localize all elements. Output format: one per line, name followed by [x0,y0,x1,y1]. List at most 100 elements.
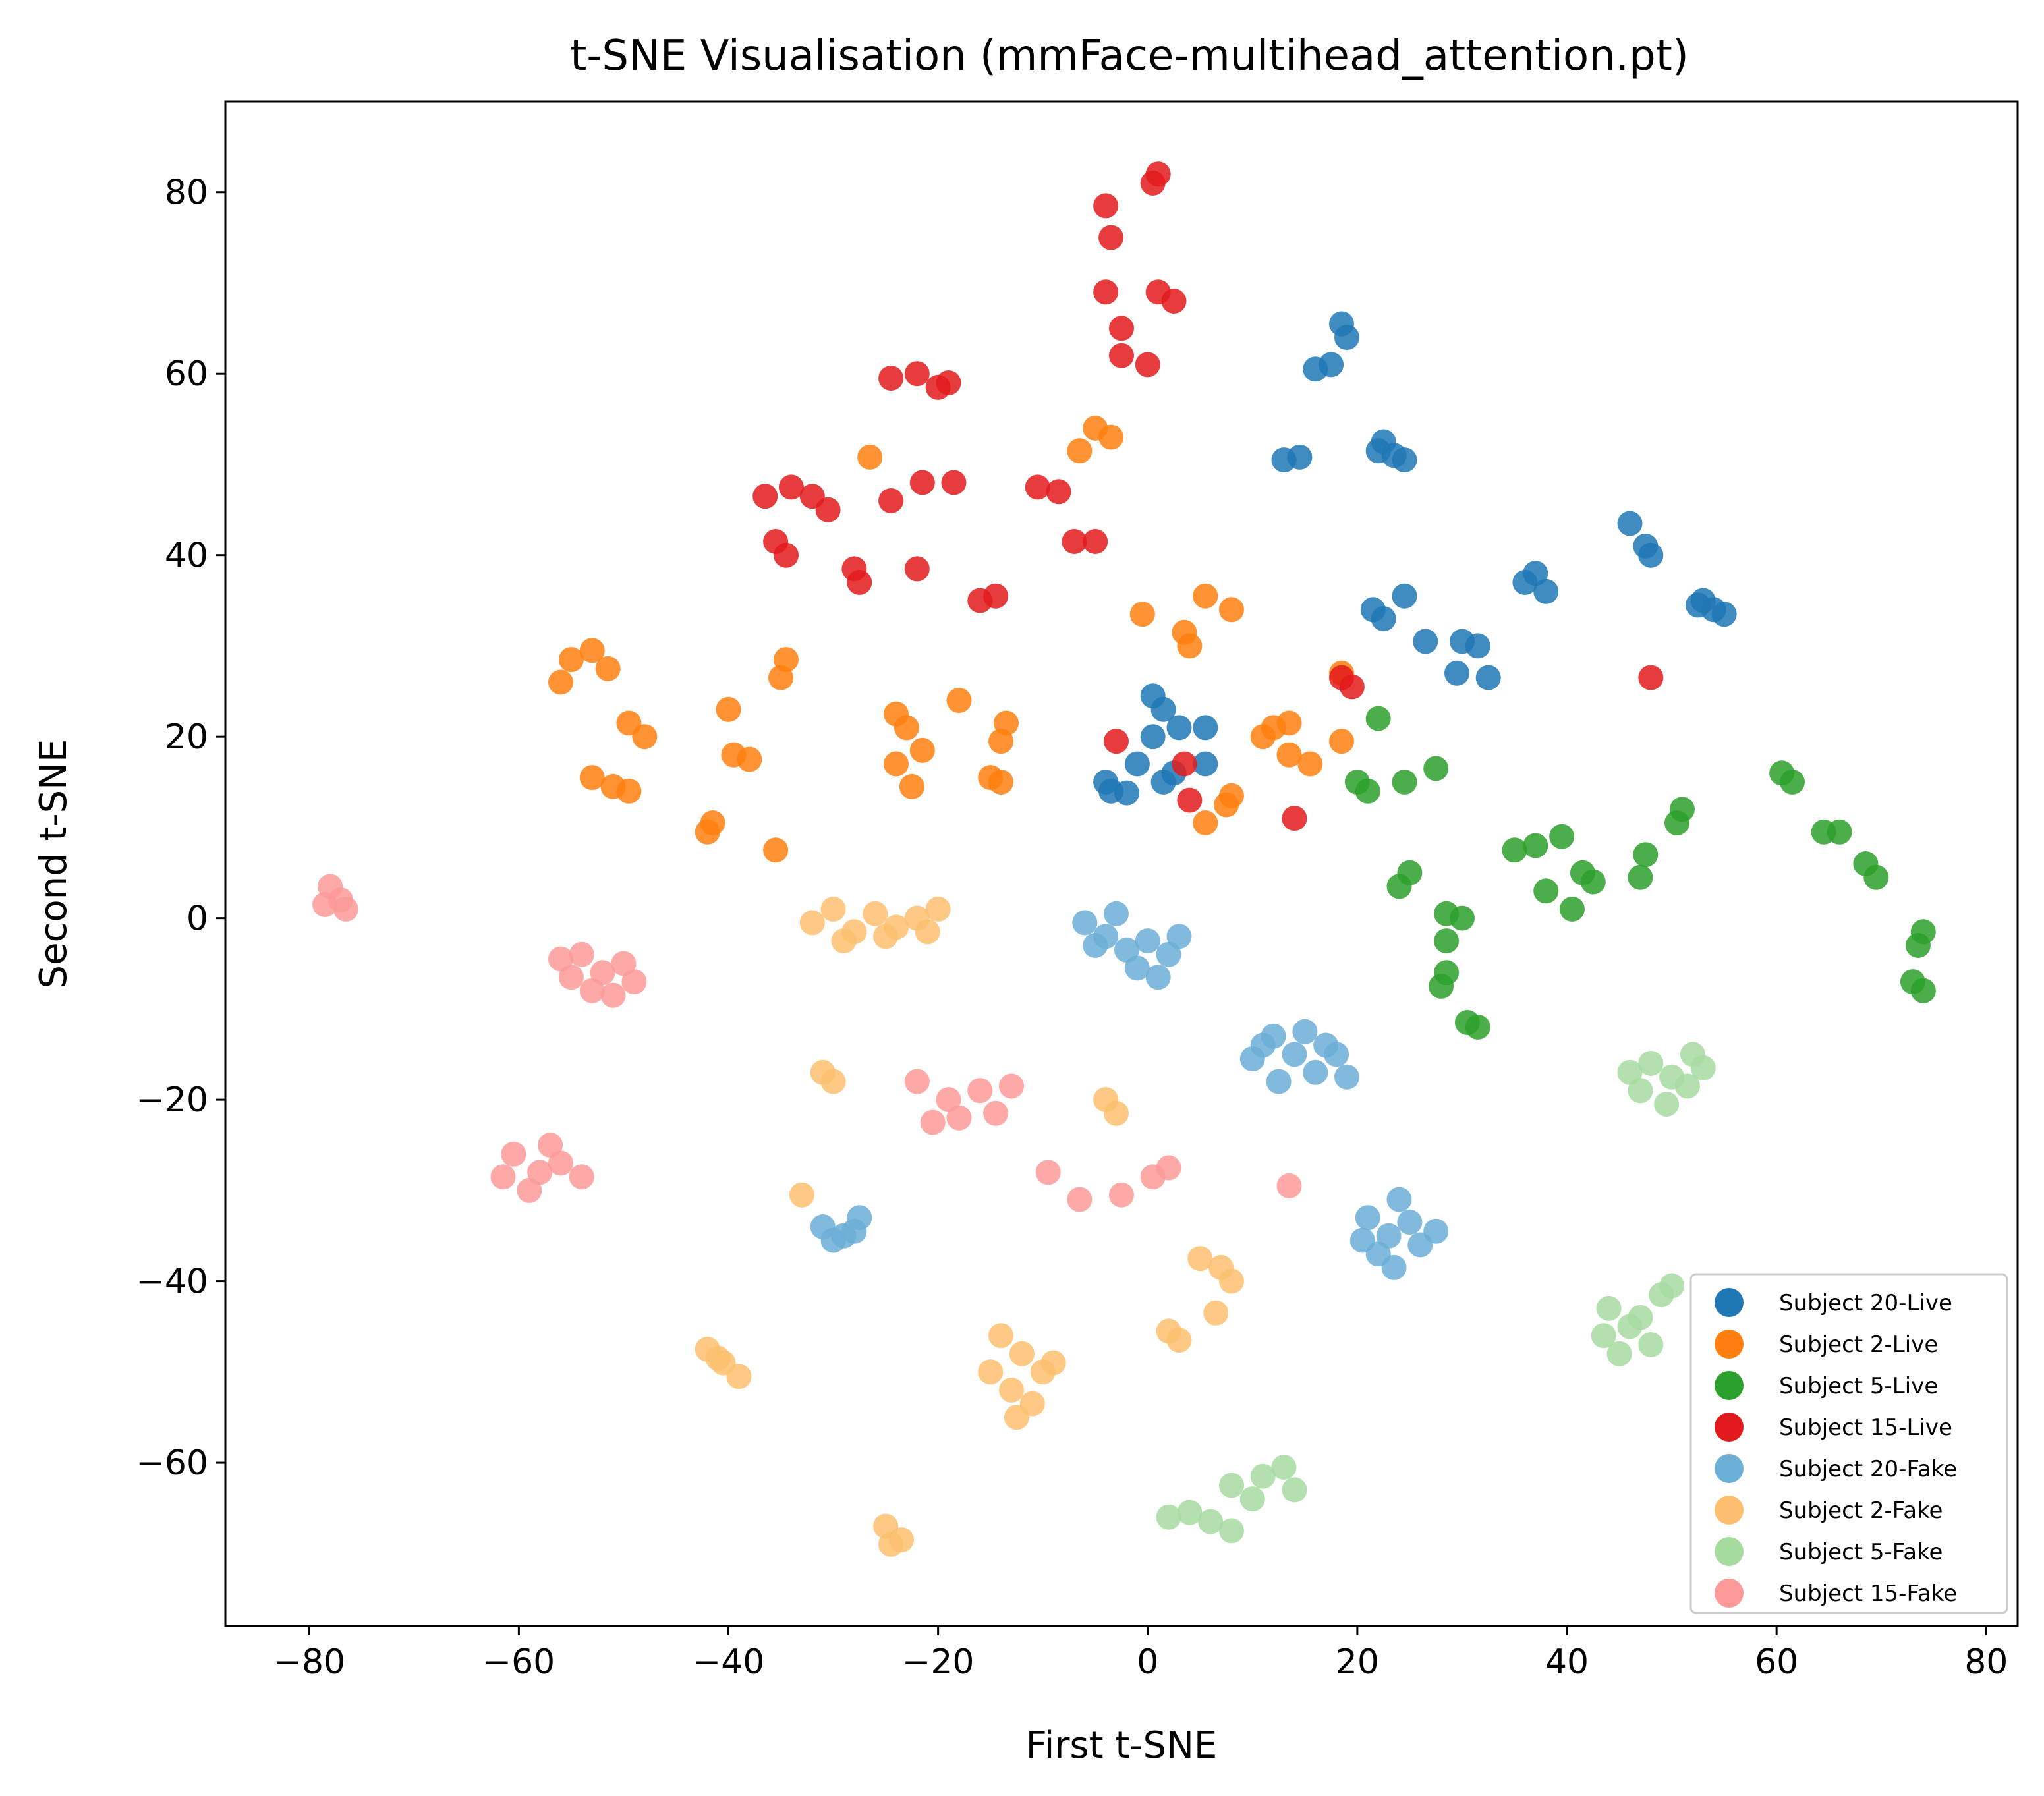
point-s7-4 [569,941,594,967]
point-s2-16 [1434,928,1460,954]
point-s7-30 [1156,1155,1181,1181]
x-tick-label: −80 [273,1642,345,1682]
point-s4-9 [1083,933,1108,958]
point-s1-39 [1276,742,1302,768]
point-s1-40 [1297,751,1323,777]
point-s1-38 [1250,724,1276,750]
point-s6-15 [1591,1323,1616,1349]
scatter-points [312,161,1936,1557]
legend-marker [1715,1496,1744,1525]
point-s5-31 [705,1345,731,1371]
point-s7-11 [548,946,573,972]
point-s7-14 [548,1150,573,1176]
point-s3-29 [904,556,930,582]
point-s4-27 [1423,1218,1449,1244]
point-s4-16 [1292,1019,1318,1044]
point-s0-5 [1287,444,1313,470]
point-s3-31 [983,583,1009,609]
legend-label: Subject 2-Live [1779,1332,1938,1358]
point-s0-15 [1512,570,1538,595]
point-s3-13 [936,370,961,395]
point-s5-25 [1040,1350,1066,1376]
point-s1-32 [1219,597,1244,623]
point-s0-22 [1371,606,1396,632]
point-s7-19 [904,1069,930,1094]
point-s0-18 [1685,592,1711,618]
x-tick-label: 40 [1545,1642,1589,1682]
point-s5-1 [820,896,846,922]
point-s6-6 [1690,1055,1716,1080]
point-s5-20 [988,1323,1014,1349]
point-s0-8 [1392,447,1417,473]
point-s7-9 [600,982,626,1008]
point-s7-23 [946,1105,972,1131]
point-s0-30 [1166,715,1192,741]
point-s7-22 [999,1073,1024,1099]
legend-label: Subject 5-Fake [1779,1539,1943,1565]
point-s3-14 [778,474,804,500]
point-s2-34 [1910,978,1936,1003]
point-s3-23 [1062,529,1087,554]
point-s1-23 [909,737,935,763]
point-s2-32 [1905,933,1931,958]
point-s5-6 [925,896,951,922]
point-s0-19 [1711,602,1737,627]
point-s6-17 [1250,1463,1276,1489]
point-s6-4 [1654,1092,1680,1117]
legend-marker [1715,1413,1744,1442]
point-s7-17 [538,1133,563,1158]
legend-label: Subject 20-Fake [1779,1456,1957,1482]
point-s1-4 [558,647,584,673]
point-s0-36 [1124,751,1150,777]
point-s4-7 [1104,901,1129,926]
point-s3-18 [909,470,935,495]
point-s5-23 [999,1377,1024,1403]
point-s2-30 [1863,864,1889,890]
point-s1-2 [1067,438,1093,464]
x-axis-ticks: −80 −60 −40 −20 0 20 40 60 80 [273,1626,2008,1682]
point-s1-37 [1276,710,1302,736]
point-s2-8 [1523,833,1548,858]
x-axis-label: First t-SNE [1026,1724,1218,1767]
legend-marker [1715,1371,1744,1400]
point-s7-2 [333,896,358,922]
point-s0-20 [1392,583,1417,609]
point-s1-14 [616,778,642,804]
point-s5-3 [863,901,888,926]
point-s3-24 [1083,529,1108,554]
point-s6-16 [1219,1473,1244,1498]
point-s0-38 [1114,780,1139,806]
point-s5-26 [1004,1405,1029,1430]
point-s1-35 [1177,633,1203,659]
point-s0-27 [1475,665,1501,690]
point-s1-3 [857,444,883,470]
legend-frame [1689,1273,2008,1614]
point-s3-8 [1109,343,1134,368]
point-s7-20 [936,1087,961,1113]
point-s0-23 [1413,629,1438,654]
legend-label: Subject 20-Live [1779,1290,1952,1316]
point-s3-3 [1098,225,1124,250]
point-s3-33 [1172,751,1197,777]
point-s2-28 [1827,819,1852,845]
point-s4-15 [1266,1069,1292,1094]
point-s0-37 [1193,751,1218,777]
point-s0-9 [1365,438,1391,464]
point-s3-26 [774,542,799,568]
point-s3-22 [1046,479,1071,505]
point-s3-11 [904,361,930,387]
legend-marker [1715,1454,1744,1483]
point-s1-12 [579,765,605,791]
point-s6-10 [1638,1332,1664,1357]
legend-label: Subject 5-Live [1779,1373,1938,1399]
point-s7-27 [1067,1187,1093,1212]
x-tick-label: −40 [693,1642,765,1682]
point-s7-26 [1035,1160,1061,1185]
point-s0-3 [1303,356,1328,382]
point-s1-26 [988,729,1014,754]
point-s6-0 [1638,1051,1664,1076]
point-s3-38 [1638,665,1664,690]
point-s7-21 [967,1078,993,1104]
point-s3-21 [1025,474,1050,500]
point-s2-21 [1633,842,1659,868]
